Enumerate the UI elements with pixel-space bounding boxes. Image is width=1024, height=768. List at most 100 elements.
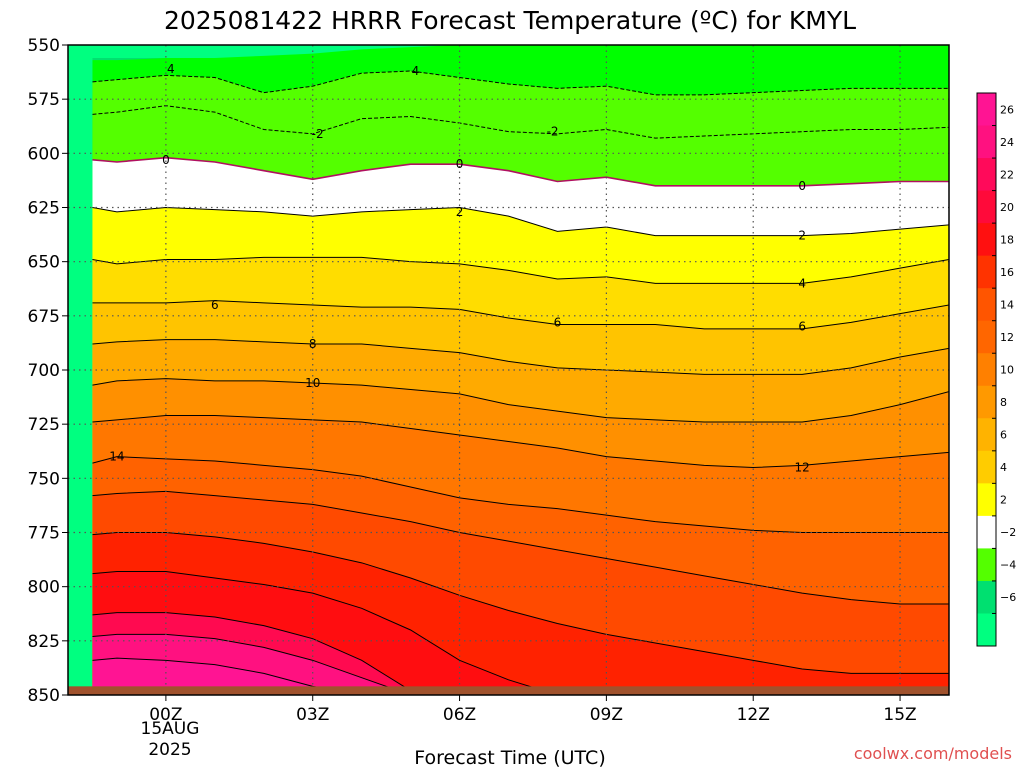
colorbar-label: 8 [1000,396,1007,409]
colorbar-swatch [977,418,996,452]
colorbar-swatch [977,255,996,289]
watermark: coolwx.com/models [854,744,1012,763]
contour-label-layer: 4 4 -2 -2 0 0 0 2 2 4 6 6 6 8 10 12 14 [109,62,810,475]
contour-label: -2 [547,125,559,139]
colorbar-swatch [977,288,996,322]
x-axis: 00Z 03Z 06Z 09Z 12Z 15Z [149,695,917,725]
colorbar-swatch [977,223,996,257]
y-tick-label: 550 [28,36,60,56]
colorbar-swatch [977,580,996,614]
isotherm-line-7 [92,300,949,330]
y-tick-label: 750 [28,469,60,489]
colorbar-label: 24 [1000,136,1014,149]
chart-title: 2025081422 HRRR Forecast Temperature (ºC… [164,6,856,35]
y-tick-label: 850 [28,686,60,706]
contour-label: 2 [456,205,464,219]
colorbar-label: −6 [1000,591,1016,604]
isotherm-line-6 [92,256,949,284]
isotherm-line-16 [92,633,949,695]
y-axis: 550 575 600 625 650 675 700 725 750 775 800 825 850 [28,36,68,706]
contour-label: 12 [795,461,810,475]
grid-layer [68,45,949,695]
contour-label: -2 [312,127,324,141]
isotherm-line-9 [92,378,949,423]
isotherm-line-5 [92,206,949,237]
colorbar-swatch [977,385,996,419]
x-tick-label: 09Z [590,705,623,725]
isotherm-line-8 [92,339,949,375]
x-tick-label: 15Z [883,705,916,725]
colorbar-swatch [977,483,996,517]
y-tick-label: 650 [28,253,60,273]
colorbar-label: −4 [1000,559,1016,572]
colorbar-label: 6 [1000,429,1007,442]
fill-region-16 [92,634,949,695]
y-tick-label: 575 [28,90,60,110]
y-tick-label: 625 [28,199,60,219]
contour-label: 0 [456,157,464,171]
x-axis-title: Forecast Time (UTC) [414,747,605,768]
contour-label: 14 [109,450,124,464]
colorbar-swatch [977,190,996,224]
colorbar-label: 26 [1000,103,1014,116]
colorbar-swatch [977,158,996,192]
contour-label: 6 [211,298,219,312]
contour-label: 0 [798,179,806,193]
colorbar-label: 20 [1000,201,1014,214]
colorbar-swatch [977,353,996,387]
contour-label: 6 [798,320,806,334]
colorbar-swatch [977,320,996,354]
x-tick-label: 00Z [149,705,182,725]
colorbar-label: 2 [1000,494,1007,507]
isotherm-line-12 [92,490,949,605]
contour-label: 4 [412,64,420,78]
isotherm-line-17 [92,657,949,695]
isotherm-line-13 [92,532,949,674]
y-tick-label: 800 [28,578,60,598]
isotherm-line-14 [92,571,949,695]
colorbar-label: 10 [1000,364,1014,377]
x-date-day-label: 15AUG [141,719,200,739]
contour-label: 4 [167,62,175,76]
colorbar-swatch [977,93,996,127]
contour-label: 4 [798,276,806,290]
colorbar-label: 12 [1000,331,1014,344]
contour-label: 0 [162,153,170,167]
colorbar-legend: 26 24 22 20 18 16 14 12 10 8 6 4 2 −2 −4 −6 [976,92,1016,647]
colorbar-frame [976,92,997,647]
colorbar-swatch [977,548,996,582]
isotherm-line-15 [92,612,949,695]
colorbar-label: 22 [1000,168,1014,181]
x-tick-label: 06Z [443,705,476,725]
colorbar-swatch [977,613,996,647]
y-tick-label: 825 [28,632,60,652]
contour-label: 6 [554,315,562,329]
ground-surface [68,686,949,695]
y-tick-label: 675 [28,307,60,327]
isotherm-line-10 [92,415,949,469]
colorbar-label: 16 [1000,266,1014,279]
contour-label: 2 [798,229,806,243]
colorbar-swatch [977,125,996,159]
temperature-fill-layer [68,45,949,695]
isotherm-layer [92,70,949,695]
x-date-year-label: 2025 [148,740,191,760]
contour-label: 10 [305,376,320,390]
y-tick-label: 700 [28,361,60,381]
y-tick-label: 775 [28,524,60,544]
contour-label: 8 [309,337,317,351]
isotherm-line-11 [92,456,949,533]
colorbar-label: −2 [1000,526,1016,539]
y-tick-label: 725 [28,415,60,435]
colorbar-label: 4 [1000,461,1007,474]
y-tick-label: 600 [28,144,60,164]
x-tick-label: 12Z [737,705,770,725]
isotherm-line-2 [92,70,949,96]
colorbar-swatch [977,450,996,484]
colorbar-label: 18 [1000,233,1014,246]
colorbar-label: 14 [1000,298,1014,311]
isotherm-line-4 [92,156,949,187]
isotherm-line-3 [92,105,949,139]
colorbar-swatch [977,515,996,549]
fill-region-17 [92,658,949,695]
